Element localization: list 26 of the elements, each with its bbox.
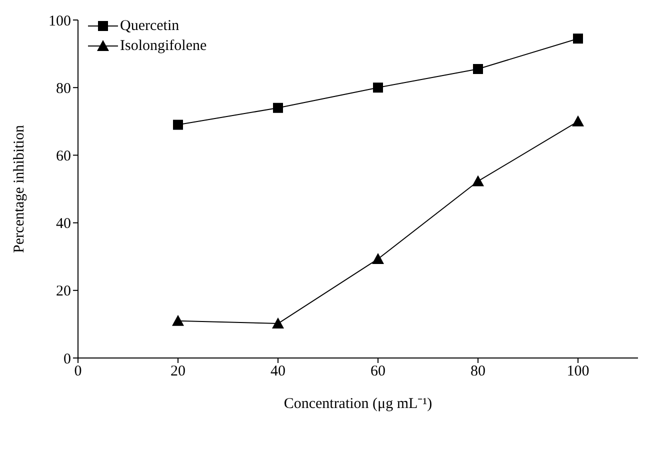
point (172, 314, 184, 326)
y-tick-label: 40 (56, 216, 71, 232)
legend-label: Quercetin (120, 18, 180, 34)
y-tick-label: 80 (56, 80, 71, 97)
y-tick-label: 100 (48, 13, 71, 30)
y-axis-title: Percentage inhibition (11, 124, 28, 253)
y-tick-label: 60 (56, 148, 71, 165)
point (173, 120, 183, 130)
point (373, 82, 383, 93)
x-tick-label: 60 (370, 364, 386, 380)
x-tick-label: 0 (74, 364, 82, 380)
x-axis-title: Concentration (μg mL⁻¹) (284, 396, 432, 412)
point (372, 252, 384, 264)
y-tick-label: 20 (56, 284, 71, 300)
legend-label: Isolongifolene (120, 38, 207, 54)
x-tick-label: 40 (270, 364, 286, 380)
point (572, 115, 584, 126)
x-tick-label: 20 (170, 364, 186, 380)
x-tick-label: 100 (566, 364, 590, 380)
y-tick-label: 0 (64, 351, 71, 368)
point (473, 64, 483, 74)
point (272, 318, 284, 329)
point (273, 102, 283, 113)
point (573, 34, 583, 44)
x-tick-label: 80 (470, 364, 486, 380)
point (472, 175, 484, 186)
